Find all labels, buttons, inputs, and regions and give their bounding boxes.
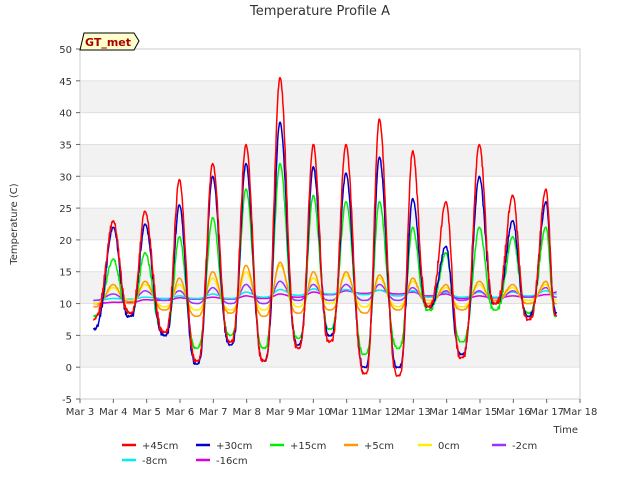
x-tick-label: Mar 18 (563, 407, 598, 418)
legend-item: +30cm (196, 441, 252, 452)
y-tick-label: 40 (59, 109, 72, 120)
legend-item: -2cm (492, 441, 537, 452)
legend-label: 0cm (438, 441, 460, 452)
legend-item: +45cm (122, 441, 178, 452)
x-tick-label: Mar 5 (132, 407, 160, 418)
y-tick-label: 30 (59, 172, 72, 183)
x-tick-label: Mar 4 (99, 407, 127, 418)
x-tick-label: Mar 10 (296, 407, 331, 418)
y-axis-label: Temperature (C) (9, 183, 20, 265)
legend-item: 0cm (418, 441, 460, 452)
x-tick-label: Mar 15 (463, 407, 498, 418)
x-axis: Mar 3 Mar 4 Mar 5 Mar 6 Mar 7 Mar 8 Mar 9 Mar 1… (66, 399, 598, 418)
legend-item: -8cm (122, 456, 167, 467)
series-layer (92, 76, 558, 377)
x-tick-label: Mar 3 (66, 407, 94, 418)
series-line-16cm-neg (93, 289, 557, 305)
y-tick-label: -5 (62, 395, 72, 406)
grid-band (80, 335, 580, 368)
legend-label: +5cm (364, 441, 394, 452)
legend-item: +15cm (270, 441, 326, 452)
gt-met-annotation: GT_met (79, 32, 140, 51)
legend-item: +5cm (344, 441, 394, 452)
x-tick-label: Mar 11 (329, 407, 364, 418)
legend-label: -8cm (142, 456, 167, 467)
y-tick-label: 5 (66, 331, 72, 342)
y-tick-label: 20 (59, 236, 72, 247)
legend-label: +15cm (290, 441, 326, 452)
x-tick-label: Mar 13 (396, 407, 431, 418)
y-tick-label: 10 (59, 300, 72, 311)
legend-label: +45cm (142, 441, 178, 452)
grid-band (80, 144, 580, 177)
legend-label: -16cm (216, 456, 248, 467)
legend: +45cm +30cm +15cm +5cm 0cm -2cm -8cm -16cm (122, 441, 537, 467)
x-tick-label: Mar 7 (199, 407, 227, 418)
x-tick-label: Mar 17 (529, 407, 564, 418)
grid-band (80, 80, 580, 113)
legend-label: +30cm (216, 441, 252, 452)
x-tick-label: Mar 16 (496, 407, 531, 418)
y-tick-label: 0 (66, 363, 72, 374)
y-tick-label: 25 (59, 204, 72, 215)
annotation-box (79, 32, 140, 51)
chart-title: Temperature Profile A (249, 4, 390, 19)
y-axis: -5 0 5 10 15 20 25 30 35 40 45 50 (59, 45, 80, 406)
plot-frame (79, 48, 581, 400)
series-line-2cm-neg (93, 280, 557, 305)
x-tick-label: Mar 8 (232, 407, 260, 418)
y-tick-label: 15 (59, 268, 72, 279)
x-tick-label: Mar 12 (363, 407, 398, 418)
y-tick-label: 35 (59, 140, 72, 151)
annotation-label: GT_met (85, 36, 131, 49)
grid-band (80, 208, 580, 240)
legend-item: -16cm (196, 456, 248, 467)
x-axis-label: Time (553, 425, 578, 436)
legend-label: -2cm (512, 441, 537, 452)
y-tick-label: 45 (59, 77, 72, 88)
x-tick-label: Mar 14 (429, 407, 464, 418)
y-tick-label: 50 (59, 45, 72, 56)
series-line-45cm (92, 76, 558, 377)
x-tick-label: Mar 6 (166, 407, 194, 418)
x-tick-label: Mar 9 (266, 407, 294, 418)
grid-bands (80, 48, 580, 400)
